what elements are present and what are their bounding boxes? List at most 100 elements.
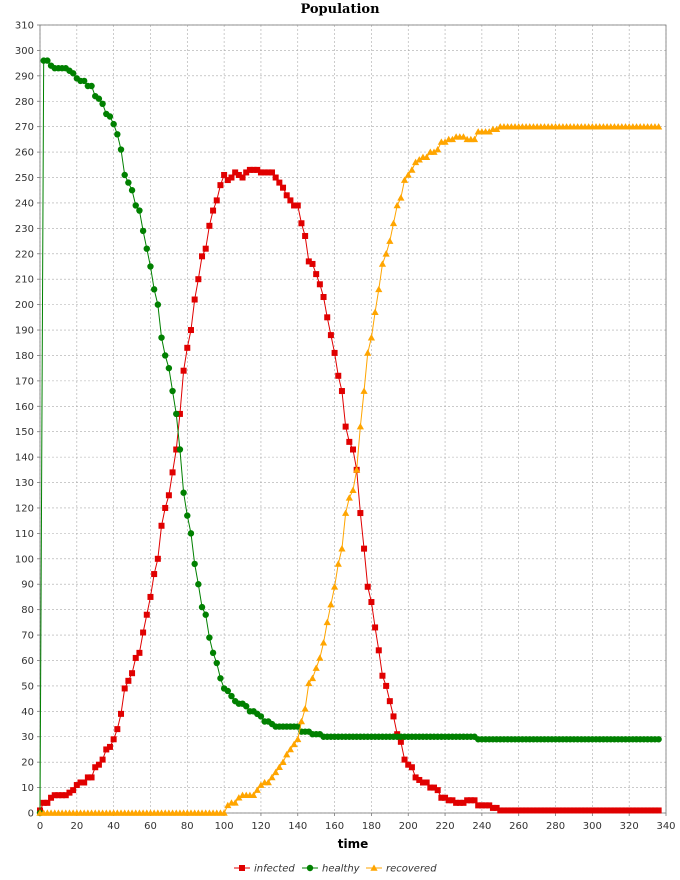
infected-point (125, 677, 132, 684)
infected-point (556, 807, 563, 814)
x-tick-label: 160 (325, 821, 344, 832)
legend-item-recovered: recovered (366, 864, 437, 875)
recovered-point (338, 545, 346, 552)
legend: infected healthy recovered (234, 864, 437, 875)
infected-point (438, 794, 445, 801)
healthy-point (121, 171, 128, 179)
y-tick-label: 230 (15, 224, 34, 235)
recovered-point (441, 138, 449, 145)
infected-point (482, 802, 489, 809)
healthy-point (117, 146, 125, 153)
infected-line (39, 169, 659, 811)
recovered-point (397, 194, 405, 201)
infected-point (655, 807, 662, 814)
healthy-point (150, 286, 158, 293)
infected-point (132, 654, 139, 661)
healthy-point (202, 611, 209, 618)
recovered-point (294, 735, 302, 743)
infected-point (578, 807, 585, 814)
recovered-line (40, 126, 659, 814)
infected-point (147, 593, 154, 600)
healthy-point (162, 352, 169, 359)
infected-point (640, 807, 647, 814)
infected-point (140, 629, 147, 636)
infected-point (368, 599, 375, 606)
infected-point (600, 807, 607, 814)
x-tick-label: 120 (251, 821, 270, 832)
healthy-point (184, 512, 191, 519)
infected-point (537, 807, 544, 814)
recovered-point (360, 387, 368, 394)
infected-point (534, 807, 541, 814)
infected-point (383, 682, 390, 689)
infected-point (77, 779, 84, 786)
infected-point (434, 787, 441, 794)
infected-point (298, 220, 305, 227)
y-tick-label: 110 (15, 529, 34, 540)
infected-point (489, 804, 496, 811)
chart-title: Population (300, 2, 380, 17)
infected-point (224, 177, 231, 184)
healthy-point (143, 245, 150, 252)
healthy-point (176, 446, 184, 453)
recovered-point (323, 618, 331, 626)
recovered-point (386, 237, 394, 244)
infected-point (512, 807, 519, 814)
y-tick-label: 20 (21, 758, 34, 769)
infected-point (611, 807, 618, 814)
recovered-point (297, 717, 306, 725)
infected-point (173, 446, 180, 453)
y-tick-label: 270 (15, 122, 34, 133)
infected-point (585, 807, 592, 814)
y-tick-label: 40 (21, 707, 34, 718)
infected-point (618, 807, 625, 814)
healthy-point (114, 131, 121, 138)
x-tick-label: 280 (546, 821, 565, 832)
infected-point (210, 207, 217, 214)
legend-label: recovered (386, 864, 437, 875)
recovered-point (382, 250, 390, 257)
infected-point (320, 293, 327, 300)
infected-point (519, 807, 526, 814)
infected-point (637, 807, 644, 814)
infected-point (552, 807, 559, 814)
infected-point (589, 807, 596, 814)
infected-point (88, 774, 95, 781)
infected-point (442, 794, 449, 801)
infected-point (291, 202, 298, 209)
y-tick-label: 120 (15, 503, 34, 514)
infected-point (129, 670, 136, 677)
infected-point (548, 807, 555, 814)
infected-point (563, 807, 570, 814)
x-tick-label: 20 (70, 821, 83, 832)
infected-point (239, 174, 246, 181)
y-tick-label: 50 (21, 681, 34, 692)
recovered-point (371, 308, 379, 316)
recovered-point (264, 778, 272, 786)
recovered-point (257, 781, 265, 788)
healthy-point (88, 82, 95, 90)
infected-point (467, 797, 474, 804)
recovered-point (493, 125, 501, 133)
infected-point (423, 779, 430, 786)
infected-point (180, 367, 187, 374)
y-tick-label: 170 (15, 376, 34, 387)
recovered-point (404, 171, 412, 178)
infected-point (283, 192, 290, 199)
healthy-point (128, 187, 136, 194)
infected-point (596, 807, 603, 814)
recovered-point (224, 801, 232, 809)
infected-point (475, 802, 482, 809)
infected-point (40, 799, 47, 806)
recovered-point (389, 219, 398, 227)
y-tick-label: 130 (15, 478, 34, 489)
x-tick-label: 140 (288, 821, 307, 832)
infected-point (232, 169, 239, 176)
infected-point (408, 764, 415, 771)
y-tick-label: 220 (15, 249, 34, 260)
infected-point (228, 174, 235, 181)
y-tick-label: 260 (15, 148, 34, 159)
recovered-point (286, 745, 294, 753)
healthy-point (187, 530, 195, 537)
